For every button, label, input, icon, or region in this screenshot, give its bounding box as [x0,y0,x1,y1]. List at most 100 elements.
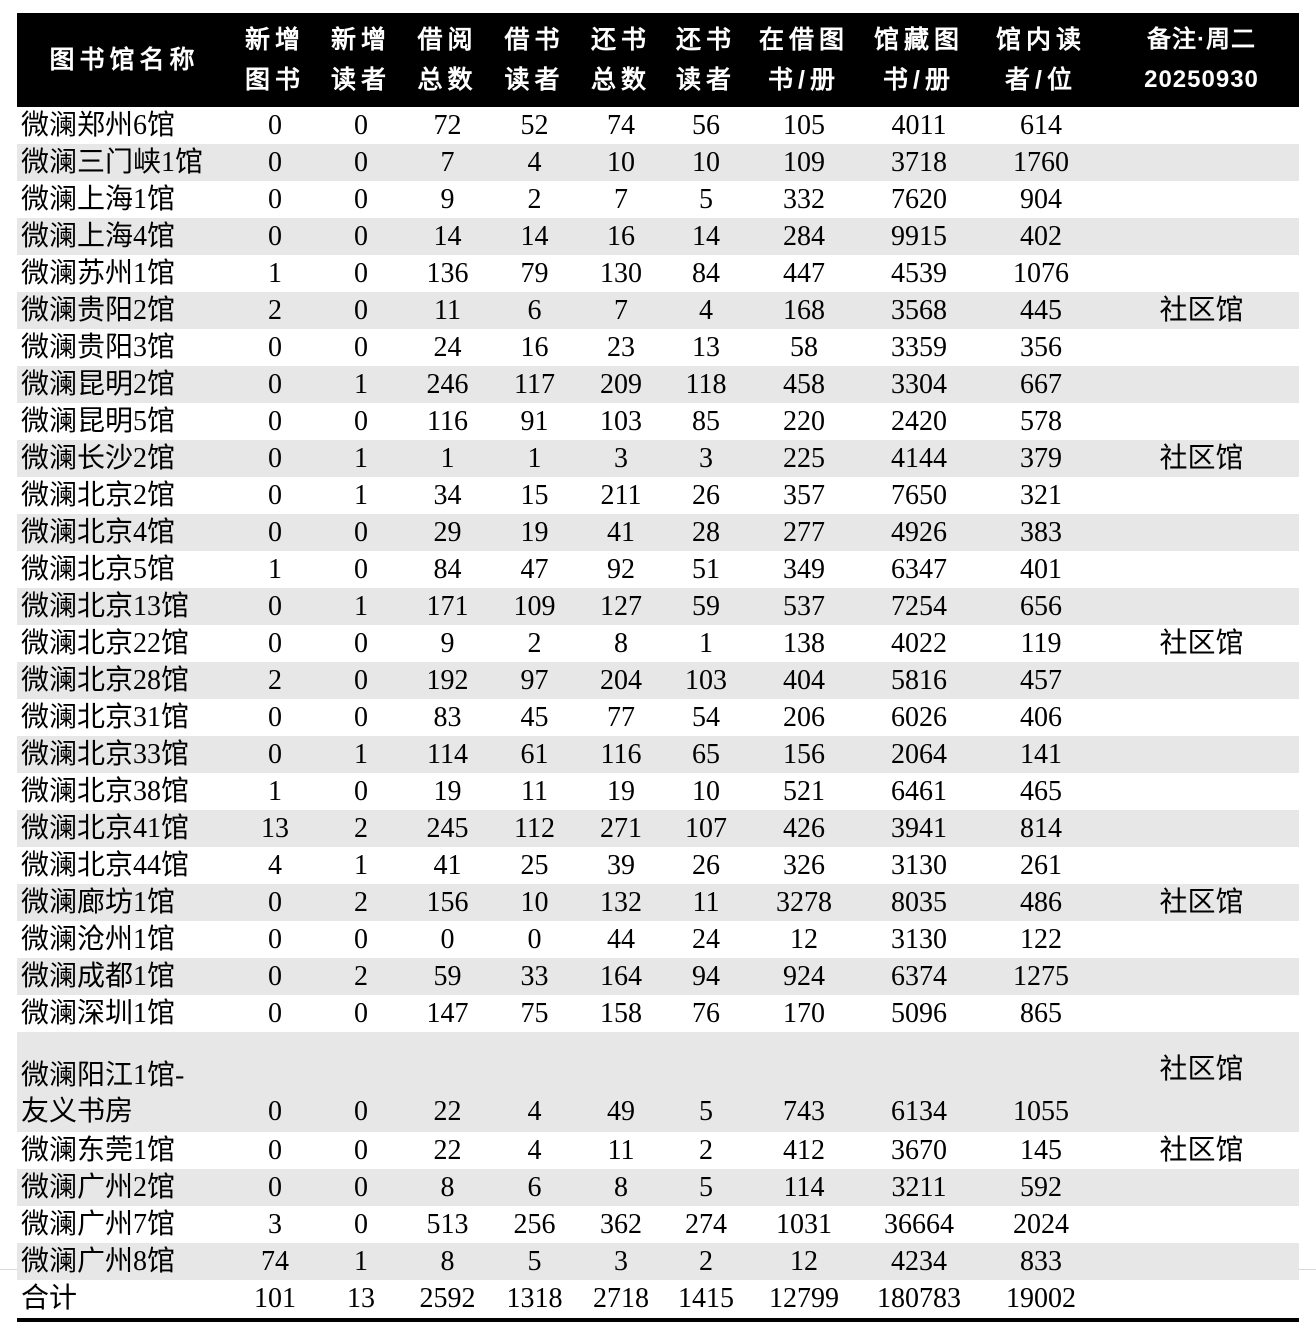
library-name-cell: 微澜东莞1馆 [21,1134,176,1166]
value-cell: 2064 [891,738,947,770]
value-cell: 49 [607,1096,635,1127]
value-cell: 4 [527,1096,542,1127]
value-cell: 0 [268,368,282,400]
value-cell: 19 [607,775,635,807]
column-header: 馆藏图 书/册 [860,13,978,107]
value-cell: 362 [600,1208,642,1240]
value-cell: 11 [692,886,720,918]
value-cell: 54 [692,701,720,733]
value-cell: 4 [527,1134,542,1166]
value-cell: 6 [527,1171,542,1203]
value-cell: 136 [426,257,469,289]
value-cell: 2024 [1013,1208,1069,1240]
value-cell: 25 [520,849,549,881]
value-cell: 0 [268,220,282,252]
value-cell: 19002 [1006,1283,1076,1314]
value-cell: 56 [692,109,720,141]
value-cell: 0 [268,1096,282,1127]
library-name-cell: 微澜北京31馆 [21,701,190,733]
note-cell [1104,366,1299,403]
value-cell: 3941 [891,812,947,844]
table-row: 微澜沧州1馆 0 0 0 0 44 24 12 3130 122 [17,921,1299,958]
value-cell: 8 [440,1171,455,1203]
library-name-cell: 微澜郑州6馆 [21,109,176,141]
value-cell: 924 [783,960,825,992]
value-cell: 2 [354,960,368,992]
value-cell: 0 [268,590,282,622]
value-cell: 5 [699,183,713,215]
value-cell: 65 [692,738,720,770]
library-name-cell: 合计 [21,1283,78,1314]
value-cell: 44 [607,923,635,955]
value-cell: 1 [354,849,368,881]
value-cell: 1 [268,257,282,289]
table-row: 微澜上海1馆 0 0 9 2 7 5 332 7620 904 [17,181,1299,218]
value-cell: 1415 [678,1283,734,1314]
note-cell [1104,1280,1299,1320]
note-cell: 社区馆 [1159,1134,1244,1166]
value-cell: 84 [692,257,720,289]
value-cell: 19 [433,775,462,807]
value-cell: 19 [520,516,549,548]
value-cell: 457 [1020,664,1062,696]
value-cell: 107 [685,812,727,844]
table-row: 微澜深圳1馆 0 0 147 75 158 76 170 5096 865 [17,995,1299,1032]
value-cell: 1 [354,590,368,622]
value-cell: 14 [520,220,549,252]
value-cell: 132 [600,886,642,918]
value-cell: 3 [614,442,628,474]
value-cell: 74 [607,109,635,141]
value-cell: 1076 [1013,257,1069,289]
table-row: 微澜贵阳3馆 0 0 24 16 23 13 58 3359 356 [17,329,1299,366]
note-cell [1104,995,1299,1032]
value-cell: 180783 [877,1283,961,1314]
value-cell: 1 [354,1245,368,1277]
library-name-cell: 微澜北京44馆 [21,849,190,881]
value-cell: 52 [520,109,549,141]
value-cell: 4011 [891,109,947,141]
value-cell: 119 [1020,627,1062,659]
header-row: 图书馆名称 新增 图书 新增 读者 借阅 总数 借书 读者 还书 总数 还书 读者 在借图 书… [17,13,1299,107]
value-cell: 256 [513,1208,556,1240]
value-cell: 0 [354,183,368,215]
value-cell: 47 [520,553,549,585]
value-cell: 8 [614,627,628,659]
value-cell: 13 [261,812,289,844]
table-row: 微澜昆明2馆 0 1 246 117 209 118 458 3304 667 [17,366,1299,403]
value-cell: 1 [268,553,282,585]
value-cell: 0 [354,553,368,585]
library-name-cell: 微澜长沙2馆 [21,442,176,474]
value-cell: 0 [354,775,368,807]
value-cell: 28 [692,516,720,548]
value-cell: 59 [692,590,720,622]
library-name-cell: 微澜上海1馆 [21,183,176,215]
value-cell: 26 [692,479,720,511]
value-cell: 1055 [1013,1096,1069,1127]
value-cell: 6 [527,294,542,326]
value-cell: 7620 [891,183,947,215]
value-cell: 0 [354,331,368,363]
library-name-cell: 微澜北京38馆 [21,775,190,807]
value-cell: 24 [433,331,462,363]
library-name-cell: 微澜深圳1馆 [21,997,176,1029]
value-cell: 118 [685,368,727,400]
value-cell: 75 [520,997,549,1029]
library-stats-page: 图书馆名称 新增 图书 新增 读者 借阅 总数 借书 读者 还书 总数 还书 读者 在借图 书… [0,13,1316,1322]
value-cell: 245 [426,812,469,844]
value-cell: 904 [1020,183,1062,215]
value-cell: 1760 [1013,146,1069,178]
value-cell: 0 [354,1208,368,1240]
value-cell: 8 [440,1245,455,1277]
library-name-cell: 微澜阳江1馆- 友义书房 [21,1060,185,1127]
note-cell [1104,181,1299,218]
value-cell: 6461 [891,775,947,807]
value-cell: 45 [520,701,549,733]
value-cell: 486 [1020,886,1062,918]
value-cell: 0 [268,331,282,363]
value-cell: 3278 [776,886,832,918]
table-row: 微澜北京38馆 1 0 19 11 19 10 521 6461 465 [17,773,1299,810]
table-row: 微澜长沙2馆 0 1 1 1 3 3 225 4144 379 社区馆 [17,440,1299,477]
value-cell: 10 [692,775,720,807]
note-cell [1104,1169,1299,1206]
library-name-cell: 微澜三门峡1馆 [21,146,204,178]
